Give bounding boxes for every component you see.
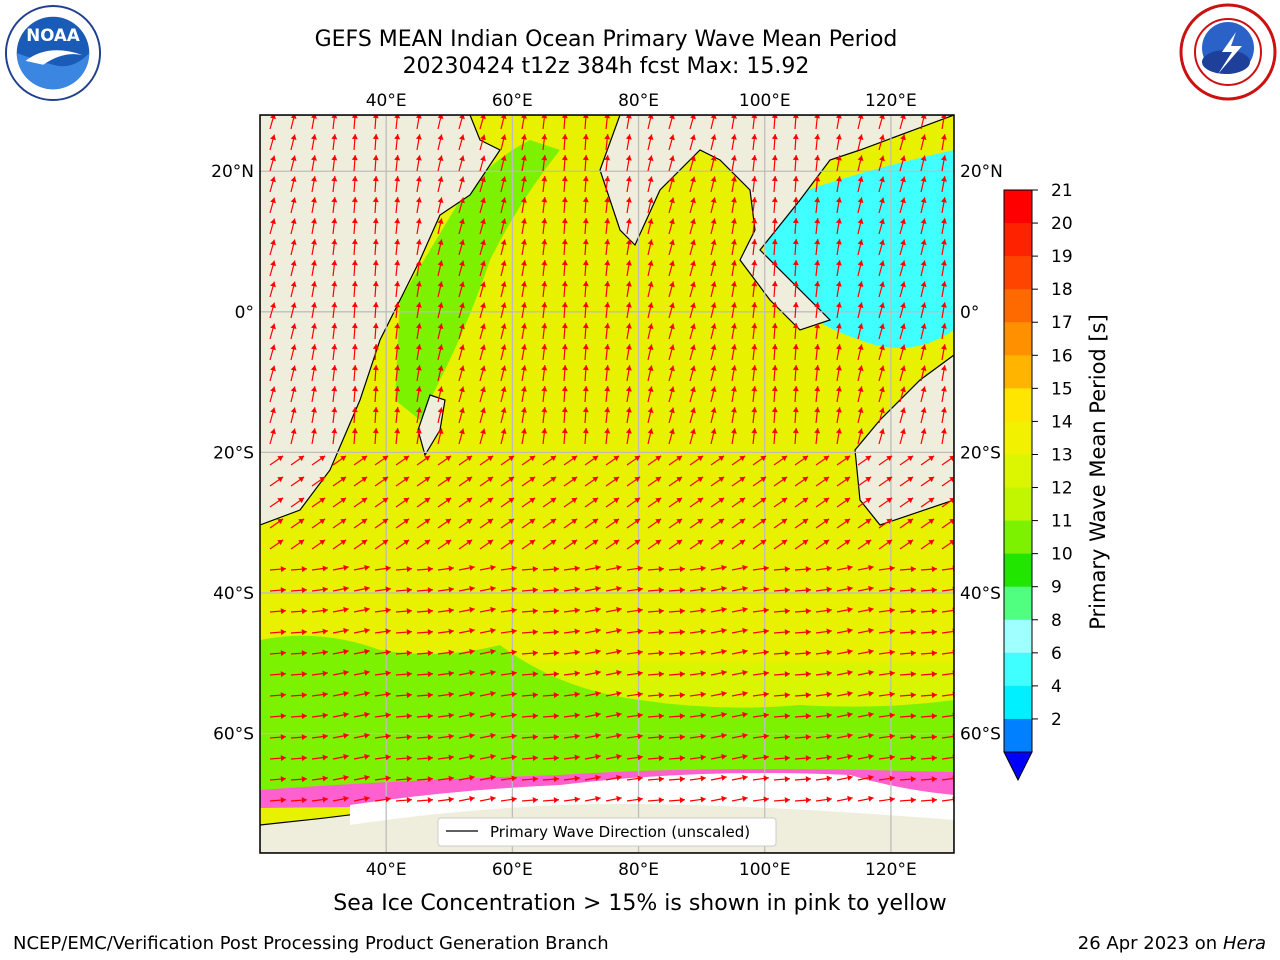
colorbar-tick-label: 11: [1051, 512, 1073, 532]
colorbar-swatch: [1004, 685, 1032, 720]
lon-tick-label-top: 100°E: [739, 91, 791, 111]
colorbar-swatch: [1004, 388, 1032, 422]
lon-tick-label-top: 40°E: [366, 91, 407, 111]
lat-tick-label-left: 40°S: [213, 584, 254, 604]
colorbar-swatch: [1004, 586, 1032, 621]
noaa-logo-icon: NOAA: [4, 4, 102, 102]
lat-tick-label-left: 0°: [235, 303, 254, 323]
colorbar-swatch: [1004, 553, 1032, 588]
colorbar-swatch: [1004, 322, 1032, 356]
map-legend: Primary Wave Direction (unscaled): [437, 817, 777, 847]
colorbar-tick-label: 14: [1051, 412, 1073, 432]
footer-credit: NCEP/EMC/Verification Post Processing Pr…: [13, 933, 609, 954]
colorbar-tick-label: 17: [1051, 313, 1073, 333]
colorbar-swatch: [1004, 289, 1032, 323]
lon-tick-label-bottom: 120°E: [865, 860, 917, 880]
colorbar-tick-label: 12: [1051, 479, 1073, 499]
colorbar-swatch: [1004, 652, 1032, 687]
colorbar-swatch: [1004, 454, 1032, 489]
map-frame: [259, 114, 955, 854]
noaa-logo-text: NOAA: [26, 26, 80, 45]
colorbar-tick-label: 15: [1051, 379, 1073, 399]
lon-tick-label-top: 60°E: [492, 91, 533, 111]
lat-tick-label-right: 20°N: [960, 162, 1003, 182]
lat-tick-label-left: 20°N: [211, 162, 254, 182]
lat-tick-label-right: 60°S: [960, 725, 1001, 745]
lon-tick-label-top: 80°E: [618, 91, 659, 111]
lat-tick-label-left: 20°S: [213, 443, 254, 463]
colorbar-extend-arrow: [1003, 751, 1033, 782]
colorbar-tick-label: 16: [1051, 346, 1073, 366]
wave-direction-arrows: [269, 115, 954, 804]
colorbar-swatch: [1004, 487, 1032, 522]
land-masses: [260, 115, 954, 853]
colorbar-swatch: [1004, 355, 1032, 389]
colorbar-tick-label: 8: [1051, 611, 1062, 631]
nws-logo-icon: [1179, 3, 1277, 101]
colorbar-tick-label: 2: [1051, 710, 1062, 730]
colorbar-tick-label: 13: [1051, 445, 1073, 465]
colorbar-tick-label: 20: [1051, 214, 1073, 234]
legend-label: Primary Wave Direction (unscaled): [490, 823, 750, 841]
lon-tick-label-bottom: 80°E: [618, 860, 659, 880]
footer-date: 26 Apr 2023 on Hera: [1078, 933, 1266, 954]
lat-tick-label-right: 0°: [960, 303, 979, 323]
lat-tick-label-right: 40°S: [960, 584, 1001, 604]
colorbar-swatch: [1004, 718, 1032, 753]
lon-tick-label-top: 120°E: [865, 91, 917, 111]
chart-subtitle: 20230424 t12z 384h fcst Max: 15.92: [402, 54, 810, 79]
colorbar-tick-label: 21: [1051, 181, 1073, 201]
sea-ice-caption: Sea Ice Concentration > 15% is shown in …: [333, 891, 947, 916]
colorbar-tick-label: 10: [1051, 545, 1073, 565]
lat-tick-label-right: 20°S: [960, 443, 1001, 463]
colorbar-label: Primary Wave Mean Period [s]: [1086, 314, 1110, 630]
colorbar-swatch: [1004, 256, 1032, 290]
lon-tick-label-bottom: 40°E: [366, 860, 407, 880]
colorbar-tick-label: 9: [1051, 578, 1062, 598]
map-panel: [260, 115, 954, 853]
colorbar-swatch: [1004, 223, 1032, 257]
colorbar-tick-label: 19: [1051, 247, 1073, 267]
colorbar-tick-label: 18: [1051, 280, 1073, 300]
colorbar: 21 20 19 18 17 16 15 14 13 12 11 10 9 8 6 4 2: [1003, 181, 1073, 782]
lon-tick-label-bottom: 100°E: [739, 860, 791, 880]
colorbar-swatch: [1004, 619, 1032, 654]
footer-machine: Hera: [1222, 933, 1266, 954]
colorbar-swatch: [1004, 520, 1032, 555]
colorbar-swatch: [1004, 421, 1032, 455]
lat-tick-label-left: 60°S: [213, 725, 254, 745]
lon-tick-label-bottom: 60°E: [492, 860, 533, 880]
colorbar-tick-label: 4: [1051, 677, 1062, 697]
colorbar-tick-label: 6: [1051, 644, 1062, 664]
colorbar-swatch: [1004, 190, 1032, 224]
chart-title: GEFS MEAN Indian Ocean Primary Wave Mean…: [314, 27, 898, 52]
footer-date-text: 26 Apr 2023 on: [1077, 933, 1223, 954]
